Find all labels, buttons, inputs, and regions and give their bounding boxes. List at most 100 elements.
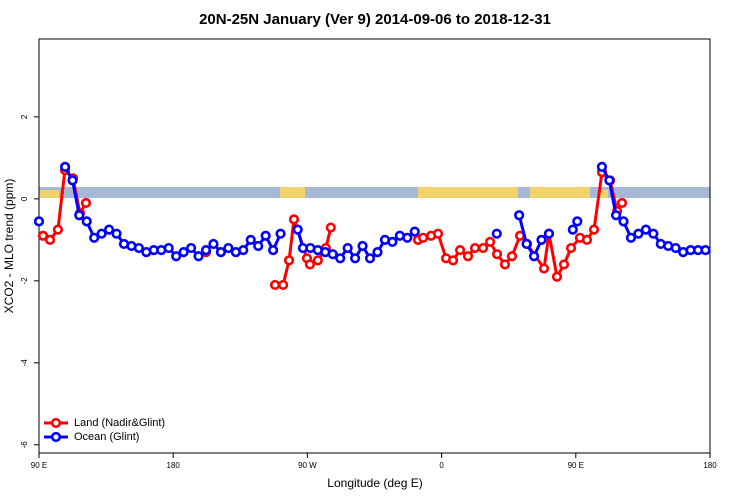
point (616, 197, 628, 209)
point (178, 247, 189, 258)
y-tick-label: -6 (20, 441, 29, 449)
legend-marker (50, 431, 62, 443)
point (536, 234, 547, 245)
point (288, 214, 300, 225)
point (283, 255, 295, 266)
point (432, 228, 444, 239)
point (357, 240, 368, 252)
point (700, 244, 711, 256)
x-tick-label: 0 (439, 461, 444, 470)
point (477, 242, 489, 254)
y-tick-label: -2 (20, 277, 29, 285)
point (193, 251, 204, 262)
point (648, 228, 659, 239)
point (484, 236, 496, 248)
point (96, 228, 107, 239)
point (565, 242, 577, 254)
point (491, 228, 502, 239)
point (33, 216, 45, 227)
point (269, 279, 281, 291)
x-tick-label: 90 W (298, 461, 317, 470)
point (581, 234, 593, 245)
x-tick-label: 90 E (568, 461, 584, 470)
point (59, 161, 71, 172)
point (253, 240, 264, 252)
point (304, 259, 316, 270)
point (335, 253, 346, 264)
point (103, 224, 115, 235)
x-axis-label: Longitude (deg E) (327, 476, 422, 490)
point (163, 242, 174, 254)
point (543, 228, 555, 239)
point (185, 242, 197, 254)
point (275, 228, 286, 239)
point (37, 230, 49, 241)
point (418, 232, 429, 243)
point (551, 271, 563, 282)
point (342, 242, 353, 254)
y-tick-label: 0 (20, 196, 29, 201)
point (462, 251, 474, 262)
point (208, 238, 219, 250)
point (447, 255, 459, 266)
x-tick-label: 90 E (31, 461, 47, 470)
point (312, 255, 323, 266)
point (80, 197, 92, 209)
point (245, 234, 256, 245)
point (610, 210, 622, 221)
point (528, 251, 540, 262)
legend-label: Ocean (Glint) (74, 431, 139, 443)
point (350, 253, 361, 264)
point (171, 251, 182, 262)
point (292, 224, 303, 235)
point (67, 175, 78, 186)
point (111, 228, 122, 239)
point (200, 244, 212, 256)
point (44, 234, 56, 245)
point (454, 244, 466, 256)
point (268, 244, 279, 256)
point (625, 232, 637, 243)
point (604, 175, 615, 186)
y-tick-label: 2 (20, 114, 29, 119)
point (558, 259, 570, 270)
point (52, 224, 64, 235)
y-axis-label: XCO2 - MLO trend (ppm) (2, 179, 16, 314)
point (327, 249, 338, 260)
point (514, 210, 525, 221)
point (491, 249, 503, 260)
point (640, 224, 651, 235)
x-tick-label: 180 (167, 461, 181, 470)
point (572, 216, 583, 227)
point (89, 232, 100, 243)
point (260, 230, 271, 241)
point (521, 238, 532, 250)
point (567, 224, 578, 235)
point (74, 210, 85, 221)
legend-label: Land (Nadir&Glint) (74, 417, 165, 429)
point (670, 242, 681, 254)
point (215, 247, 227, 258)
plot-frame (38, 38, 711, 454)
point (387, 236, 398, 248)
point (633, 228, 644, 239)
legend-marker (50, 417, 62, 429)
point (223, 242, 234, 254)
point (402, 232, 413, 243)
point (499, 259, 511, 270)
map-strip (39, 187, 710, 198)
point (133, 242, 145, 254)
point (506, 251, 518, 262)
point (618, 216, 629, 227)
point (469, 242, 481, 254)
point (364, 253, 376, 264)
point (277, 279, 289, 291)
point (372, 247, 383, 258)
chart-title: 20N-25N January (Ver 9) 2014-09-06 to 20… (199, 11, 551, 28)
point (238, 244, 249, 256)
point (596, 161, 607, 172)
x-tick-label: 180 (703, 461, 717, 470)
point (588, 224, 600, 235)
point (409, 226, 420, 237)
